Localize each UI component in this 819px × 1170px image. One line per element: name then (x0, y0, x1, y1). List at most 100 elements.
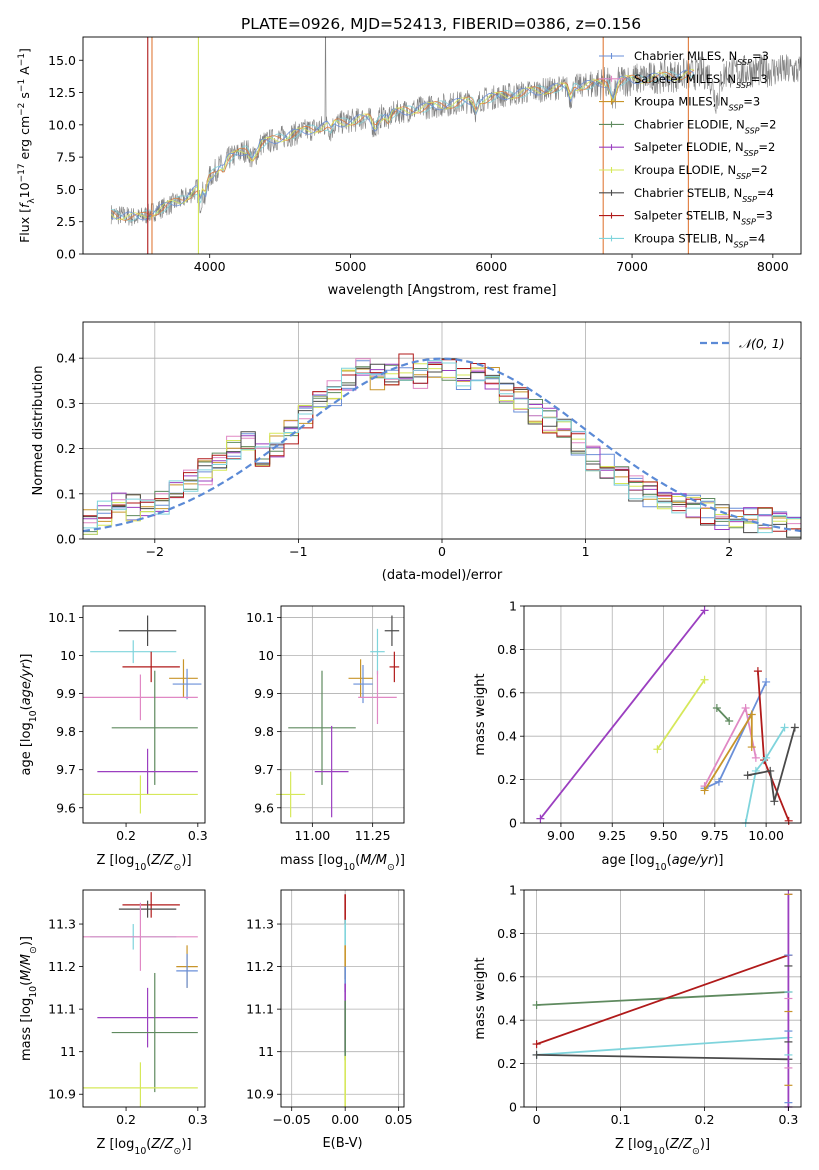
weight-marker-kroupa_miles (747, 710, 756, 719)
panel-weight_vs_age: 9.00 9.25 9.50 9.75 10.00 0 0.2 0.4 0.6 0.8 1 mass … (473, 599, 802, 873)
weight-line-chabrier_stelib (747, 727, 796, 802)
y-tick-label: 15.0 (48, 53, 76, 68)
model-spectrum-line (110, 69, 695, 221)
legend-label: Salpeter STELIB, NSSP=3 (634, 209, 773, 227)
x-tick-label: 0 (438, 544, 446, 559)
legend-label: Salpeter MILES, NSSP=3 (634, 72, 768, 90)
y-tick-label: 10.9 (48, 1087, 76, 1102)
panel-age_vs_mass: 11.00 11.25 9.6 9.7 9.8 9.9 10 10.1 mass [log10(… (246, 605, 405, 873)
axes-frame (82, 36, 802, 255)
x-axis-label: wavelength [Angstrom, rest frame] (328, 283, 557, 298)
y-tick-label: 0.2 (56, 441, 76, 456)
y-tick-label: 0 (509, 816, 517, 831)
legend-label: Chabrier STELIB, NSSP=4 (634, 186, 774, 204)
y-axis-label: age [log10(age/yr)] (19, 653, 39, 775)
x-tick-label: 11.25 (355, 828, 391, 843)
axes-frame (523, 605, 802, 824)
weight-marker-chabrier_elodie (725, 717, 734, 726)
y-tick-label: 0.6 (497, 685, 517, 700)
y-axis-label: Flux [fλ10−17 erg cm−2 s−1 A−1] (17, 48, 37, 243)
plot-area-spectrum (110, 36, 802, 254)
plot-area-age_vs_mass (276, 615, 400, 818)
x-tick-label: 9.00 (547, 828, 575, 843)
y-tick-label: 2.5 (56, 214, 76, 229)
y-tick-label: 0.2 (497, 1056, 517, 1071)
axes-frame (280, 605, 405, 824)
weight-marker-salpeter_miles (751, 753, 760, 762)
x-tick-label: 11.00 (294, 828, 330, 843)
weight-line-kroupa_stelib (744, 727, 786, 824)
legend-label: Chabrier MILES, NSSP=3 (634, 49, 769, 67)
x-tick-label: 4000 (194, 259, 226, 274)
weight-marker-salpeter_miles (741, 703, 750, 712)
axes-frame (523, 889, 802, 1108)
x-tick-label: 9.75 (701, 828, 729, 843)
weight-line-chabrier_elodie (716, 707, 730, 722)
y-tick-label: 7.5 (56, 150, 76, 165)
weight-line-kroupa_elodie (656, 679, 706, 750)
x-axis-label: Z [log10(Z/Z⊙)] (96, 1137, 191, 1157)
panel-spectrum: 4000 5000 6000 7000 8000 0.0 2.5 5.0 7.5 10.0 12.5… (17, 36, 802, 298)
x-tick-label: 0.3 (188, 828, 208, 843)
x-tick-label: 0.3 (188, 1112, 208, 1127)
x-tick-label: 0.00 (331, 1112, 359, 1127)
panel-residuals: −2 −1 0 1 2 0.0 0.1 0.2 0.3 0.4 (data-model)/error… (31, 321, 802, 583)
plots-layer: 4000 5000 6000 7000 80000.02.55.07.510.012.5… (17, 36, 802, 1157)
y-tick-label: 9.8 (254, 724, 274, 739)
y-tick-label: 10 (258, 648, 274, 663)
y-axis-label: mass weight (473, 673, 488, 755)
y-tick-label: 0.6 (497, 969, 517, 984)
model-spectrum-line (111, 69, 695, 221)
normal-distribution-curve (82, 357, 802, 533)
y-tick-label: 9.6 (254, 800, 274, 815)
y-tick-label: 0.4 (497, 1013, 517, 1028)
legend-label: 𝒩(0, 1) (739, 336, 785, 351)
weight-marker-chabrier_stelib (532, 1050, 541, 1059)
y-tick-label: 11.3 (48, 917, 76, 932)
panel-mass_vs_ebv: −0.05 0.00 0.05 10.9 11 11.1 11.2 11.3 E(B-V) (246, 889, 413, 1151)
x-tick-label: 6000 (475, 259, 507, 274)
y-axis-label: mass weight (473, 957, 488, 1039)
weight-marker-salpeter_stelib (784, 816, 793, 825)
y-tick-label: 9.7 (254, 762, 274, 777)
y-tick-label: 0 (509, 1100, 517, 1115)
y-tick-label: 0.4 (56, 351, 76, 366)
weight-marker-kroupa_elodie (653, 745, 662, 754)
axes-frame (82, 605, 206, 824)
weight-marker-salpeter_stelib (753, 667, 762, 676)
x-tick-label: 0.3 (778, 1112, 798, 1127)
x-tick-label: 0.2 (116, 828, 136, 843)
x-tick-label: 8000 (757, 259, 789, 274)
legend-label: Salpeter ELODIE, NSSP=2 (634, 140, 775, 158)
x-tick-label: 9.25 (598, 828, 626, 843)
y-tick-label: 12.5 (48, 85, 76, 100)
weight-marker-kroupa_stelib (780, 723, 789, 732)
y-tick-label: 11 (258, 1044, 274, 1059)
legend-label: Chabrier ELODIE, NSSP=2 (634, 117, 776, 135)
x-tick-label: 0 (533, 1112, 541, 1127)
plot-area-residuals (82, 353, 802, 538)
x-axis-label: E(B-V) (322, 1136, 362, 1151)
legend-label: Kroupa MILES, NSSP=3 (634, 95, 760, 113)
x-tick-label: 0.1 (611, 1112, 631, 1127)
y-tick-label: 1 (509, 883, 517, 898)
y-axis-label: Normed distribution (31, 366, 46, 496)
model-spectrum-line (110, 69, 695, 221)
panel-age_vs_Z: 0.2 0.3 9.6 9.7 9.8 9.9 10 10.1 age [log10(age/y… (19, 605, 208, 843)
plot-area-age_vs_Z (83, 615, 202, 814)
x-tick-label: −2 (146, 544, 164, 559)
weight-marker-chabrier_miles (714, 777, 723, 786)
histogram-step-line (83, 360, 801, 534)
x-axis-label: Z [log10(Z/Z⊙)] (96, 853, 191, 873)
y-tick-label: 10 (60, 648, 76, 663)
observed-spectrum-line (110, 36, 802, 227)
weight-marker-chabrier_elodie (532, 1001, 541, 1010)
y-tick-label: 0.0 (56, 532, 76, 547)
y-tick-label: 11.1 (246, 1002, 274, 1017)
x-tick-label: 9.50 (650, 828, 678, 843)
weight-marker-chabrier_miles (762, 677, 771, 686)
weight-marker-kroupa_miles (700, 786, 709, 795)
y-tick-label: 0.4 (497, 729, 517, 744)
y-tick-label: 9.9 (56, 686, 76, 701)
